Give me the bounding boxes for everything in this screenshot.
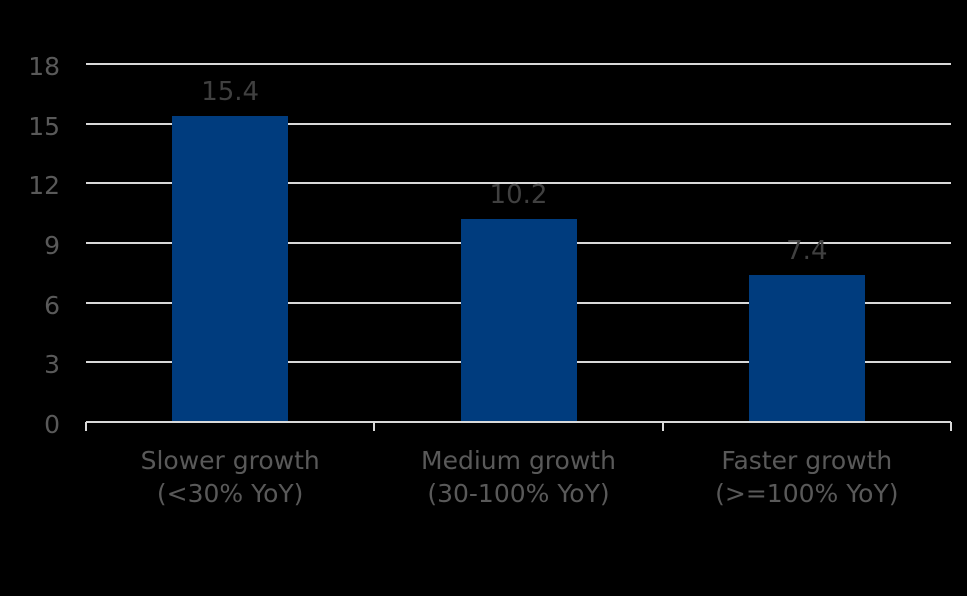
y-axis-tick-label: 12 [28,171,60,201]
category-label: Slower growth (<30% YoY) [140,446,320,508]
x-axis-tick [85,422,87,431]
gridline [86,122,951,125]
gridline [86,182,951,185]
category-label: Medium growth (30-100% YoY) [421,446,616,508]
y-axis-tick-label: 6 [44,290,60,320]
x-axis-tick [661,422,664,431]
bar [748,274,865,422]
x-axis-line [86,421,951,423]
bar-value-label: 15.4 [201,76,260,107]
y-axis-tick-label: 3 [44,350,60,380]
bar-value-label: 10.2 [489,180,548,211]
y-axis-tick-label: 0 [44,410,60,439]
gridline [86,63,951,65]
bar [172,115,289,422]
y-axis-tick-label: 18 [28,52,60,81]
x-axis-tick [373,422,376,431]
y-axis-tick-label: 9 [44,231,60,260]
bar-value-label: 7.4 [786,235,828,266]
bar [460,219,577,422]
y-axis-tick-label: 15 [28,111,60,141]
category-label: Faster growth (>=100% YoY) [715,446,899,508]
x-axis-tick [950,422,952,431]
